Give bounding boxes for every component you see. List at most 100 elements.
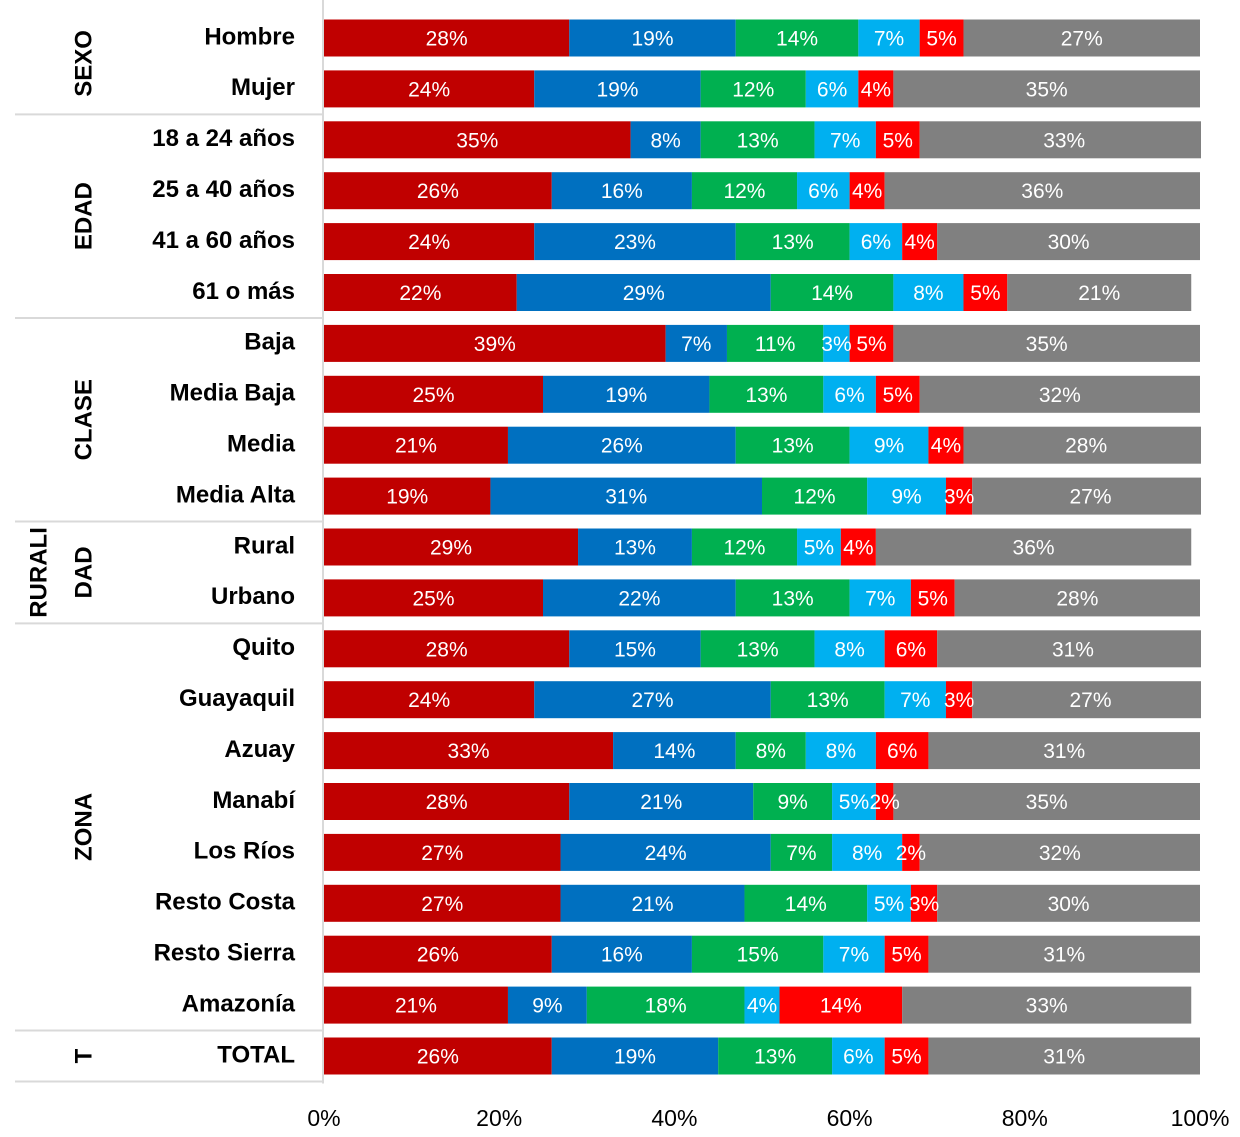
- value-label: 27%: [1061, 28, 1103, 51]
- value-label: 27%: [1069, 486, 1111, 509]
- group-label: SEXO: [70, 30, 97, 97]
- value-label: 33%: [448, 740, 490, 763]
- value-label: 4%: [852, 180, 882, 203]
- value-label: 21%: [395, 995, 437, 1018]
- value-label: 4%: [747, 995, 777, 1018]
- bar-segment: [665, 324, 727, 362]
- bar-segment: [814, 121, 876, 159]
- bar-segment: [324, 986, 508, 1024]
- value-label: 19%: [631, 28, 673, 51]
- bar-segment: [849, 324, 894, 362]
- bar-segment: [858, 19, 920, 57]
- bar-segment: [884, 1037, 929, 1075]
- bar-segment: [875, 375, 920, 413]
- bar-segment: [902, 986, 1192, 1024]
- x-tick-label: 100%: [1171, 1105, 1230, 1131]
- value-label: 14%: [653, 740, 695, 763]
- bar-segment: [551, 935, 692, 973]
- bar-segment: [700, 630, 815, 668]
- value-label: 8%: [913, 282, 943, 305]
- bar-segment: [324, 223, 535, 261]
- value-label: 12%: [723, 537, 765, 560]
- value-label: 9%: [532, 995, 562, 1018]
- bar-segment: [543, 375, 710, 413]
- group-label: T: [70, 1048, 97, 1063]
- value-label: 21%: [640, 791, 682, 814]
- value-label: 5%: [874, 893, 904, 916]
- bar-segment: [324, 681, 535, 719]
- bar-segment: [875, 783, 894, 820]
- value-label: 24%: [408, 689, 450, 712]
- value-label: 29%: [623, 282, 665, 305]
- bar-segment: [735, 426, 850, 464]
- value-label: 7%: [830, 129, 860, 152]
- value-label: 8%: [826, 740, 856, 763]
- value-label: 5%: [883, 384, 913, 407]
- bar-segment: [875, 528, 1192, 566]
- bar-segment: [490, 477, 762, 515]
- bar-segment: [770, 274, 894, 311]
- bar-segment: [324, 477, 491, 515]
- value-label: 14%: [776, 28, 818, 51]
- value-label: 32%: [1039, 384, 1081, 407]
- category-label: Mujer: [231, 74, 295, 101]
- bar-segment: [937, 884, 1200, 922]
- value-label: 26%: [417, 1046, 459, 1069]
- value-label: 24%: [645, 842, 687, 865]
- bar-segment: [858, 70, 894, 108]
- value-label: 27%: [421, 893, 463, 916]
- value-label: 39%: [474, 333, 516, 356]
- bar-segment: [735, 19, 859, 57]
- bar-segment: [507, 426, 736, 464]
- category-label: 41 a 60 años: [152, 227, 295, 254]
- value-label: 6%: [887, 740, 917, 763]
- group-label: ZONA: [70, 793, 97, 861]
- bar-segment: [770, 681, 885, 719]
- value-label: 7%: [874, 28, 904, 51]
- value-label: 27%: [631, 689, 673, 712]
- bar-segment: [963, 426, 1201, 464]
- bar-segment: [551, 1037, 719, 1075]
- group-label: DAD: [70, 546, 97, 598]
- bar-segment: [735, 732, 806, 770]
- category-label: Manabí: [212, 787, 296, 814]
- bar-segment: [867, 477, 946, 515]
- bar-segment: [840, 528, 876, 566]
- bar-segment: [919, 375, 1200, 413]
- value-label: 7%: [865, 587, 895, 610]
- value-label: 8%: [852, 842, 882, 865]
- bar-segment: [805, 732, 876, 770]
- category-label: Quito: [232, 634, 295, 661]
- x-tick-label: 20%: [476, 1105, 522, 1131]
- bar-segment: [691, 935, 824, 973]
- bar-segment: [569, 19, 736, 57]
- bar-segment: [324, 426, 508, 464]
- bar-segment: [805, 70, 859, 108]
- bar-segment: [832, 1037, 885, 1075]
- value-label: 4%: [843, 537, 873, 560]
- value-label: 6%: [861, 231, 891, 254]
- bar-segment: [849, 223, 903, 261]
- value-label: 8%: [756, 740, 786, 763]
- bar-segment: [324, 375, 543, 413]
- bar-segment: [700, 70, 806, 108]
- category-label: TOTAL: [217, 1041, 295, 1068]
- group-label: CLASE: [70, 379, 97, 460]
- bar-segment: [324, 630, 570, 668]
- value-label: 31%: [1043, 944, 1085, 967]
- value-label: 5%: [926, 28, 956, 51]
- x-tick-label: 60%: [827, 1105, 873, 1131]
- category-label: Los Ríos: [194, 838, 295, 865]
- value-label: 27%: [1069, 689, 1111, 712]
- category-label: Media Alta: [176, 481, 296, 508]
- value-label: 28%: [1056, 587, 1098, 610]
- value-label: 13%: [754, 1046, 796, 1069]
- category-label: Media Baja: [170, 380, 296, 407]
- value-label: 5%: [891, 944, 921, 967]
- bar-segment: [324, 783, 570, 820]
- bar-segment: [324, 172, 552, 210]
- value-label: 31%: [1052, 638, 1094, 661]
- bar-segment: [884, 935, 929, 973]
- bar-segment: [543, 579, 736, 617]
- value-label: 6%: [808, 180, 838, 203]
